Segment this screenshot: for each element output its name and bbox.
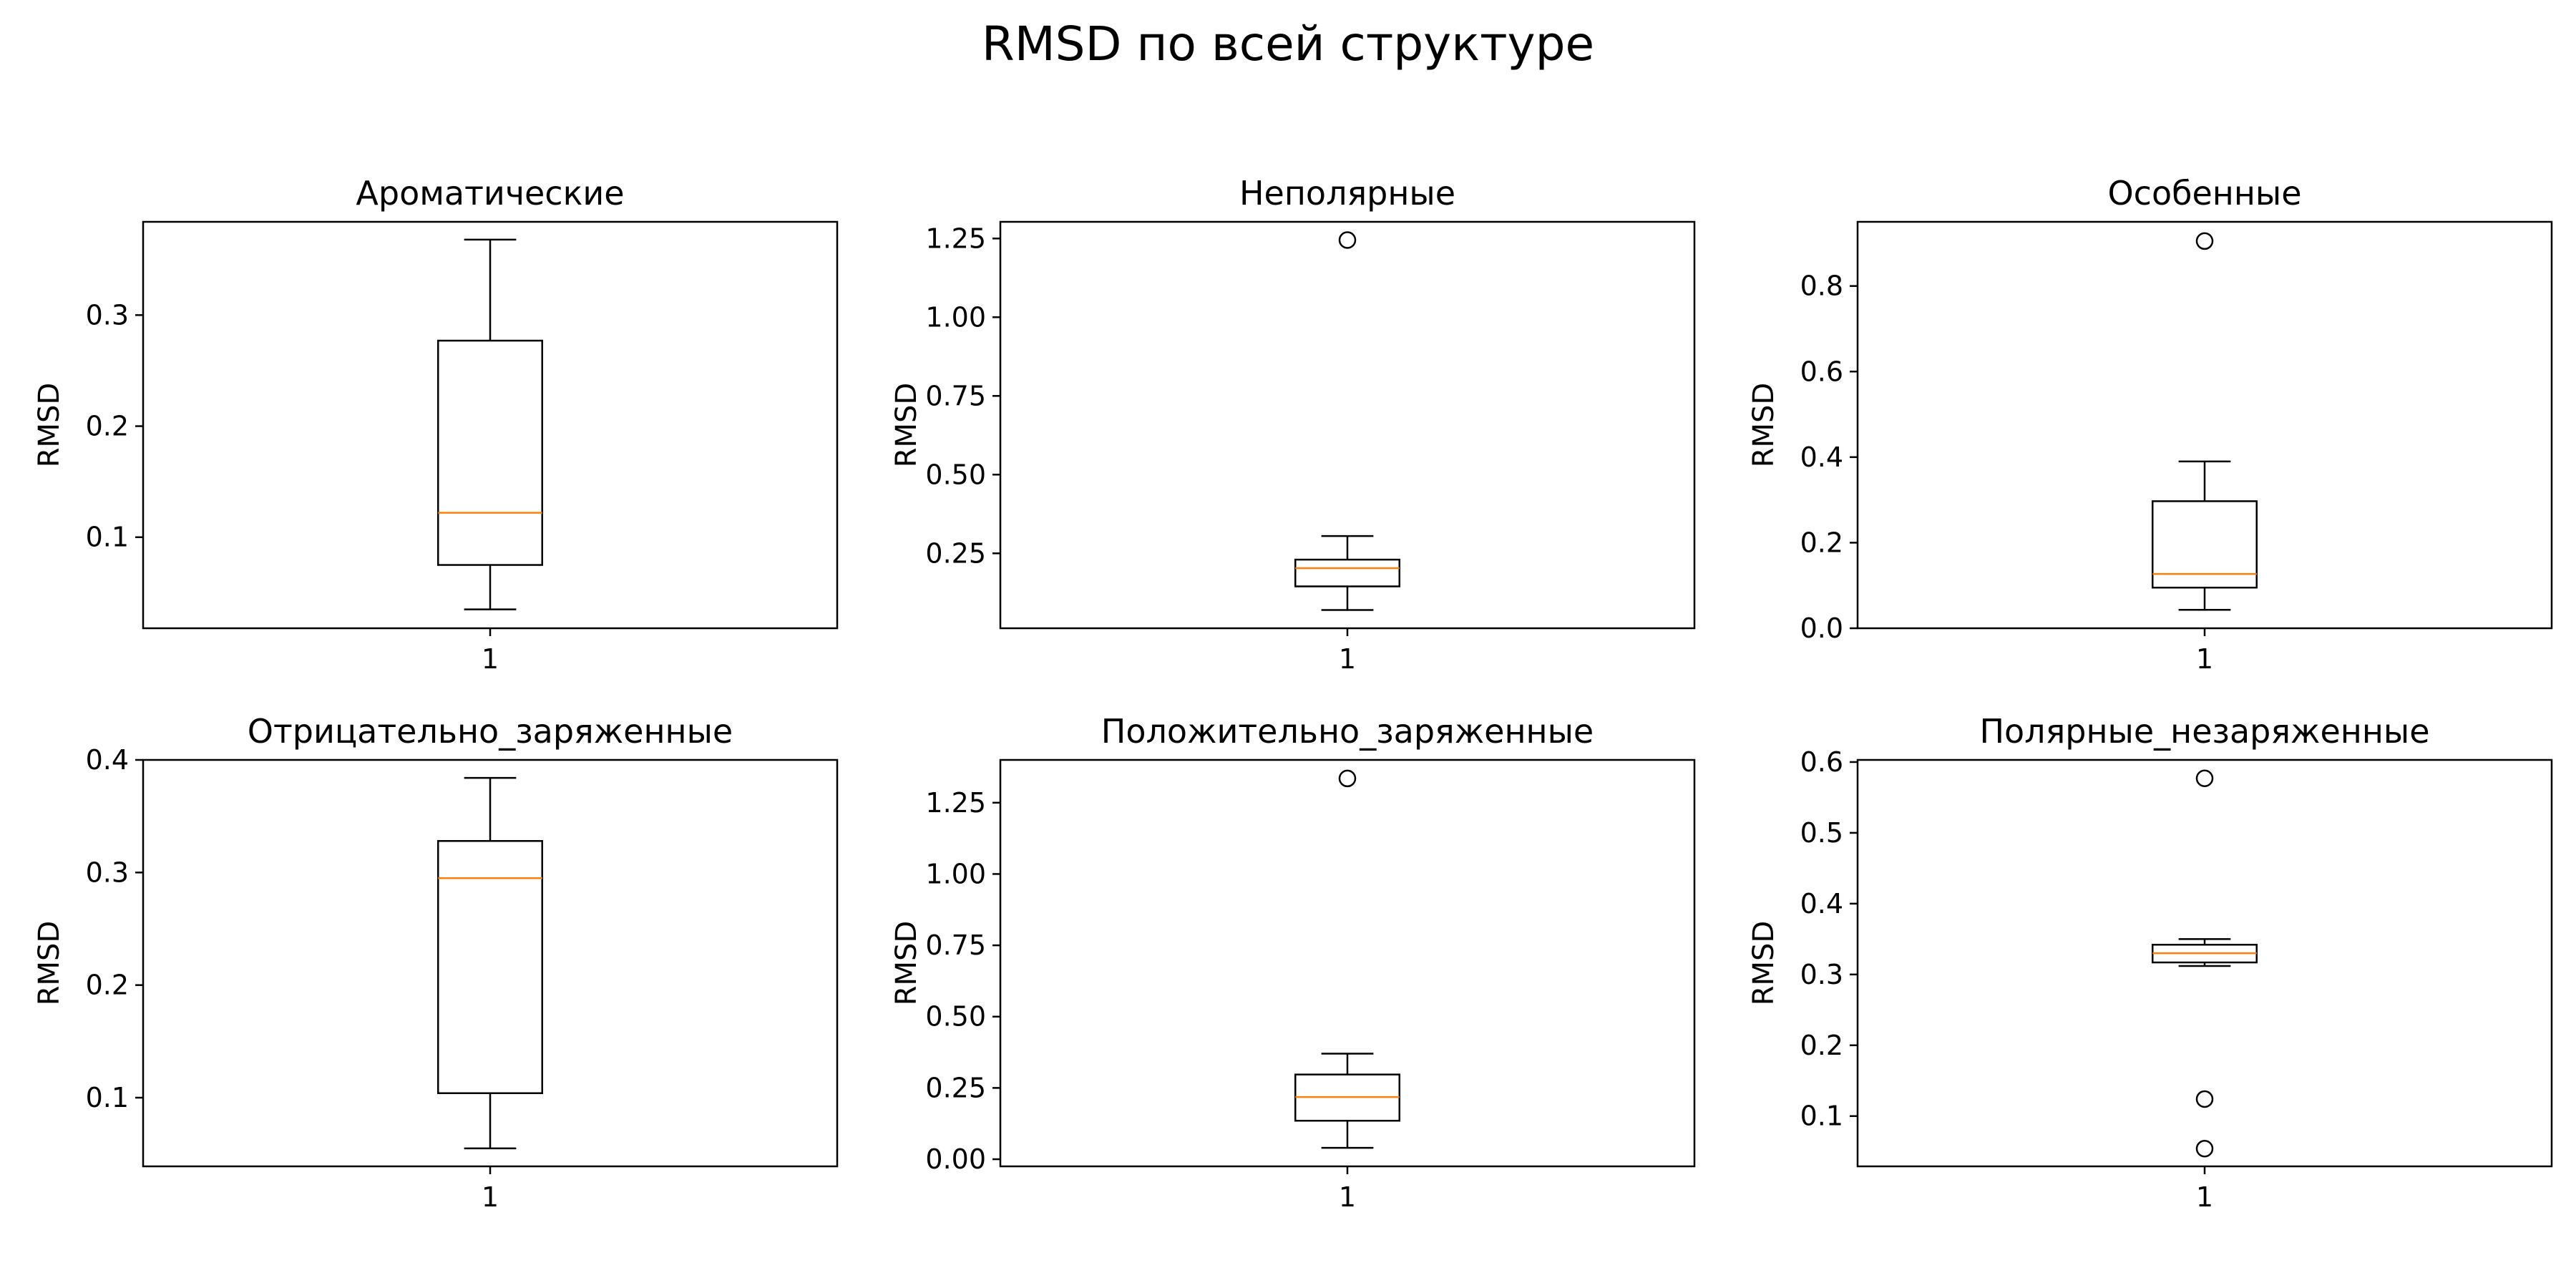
subplot-title: Особенные	[2107, 174, 2301, 213]
outlier-point	[1338, 231, 1357, 249]
y-tick-label: 1.25	[925, 223, 986, 254]
iqr-box	[437, 339, 543, 566]
subplot-title: Полярные_незаряженные	[1979, 712, 2429, 751]
y-axis-label: RMSD	[1747, 383, 1780, 468]
y-tick-label: 0.00	[925, 1143, 986, 1175]
y-tick-label: 0.4	[86, 744, 129, 776]
subplot-6: Полярные_незаряженные RMSD 0.1 0.2 0.3 0.4 0.5…	[1747, 712, 2553, 1213]
outlier-point	[2195, 1090, 2214, 1108]
y-tick-label: 0.1	[1800, 1101, 1843, 1132]
y-tick-label: 1.25	[925, 787, 986, 819]
x-tick-label: 1	[2196, 1181, 2213, 1213]
y-tick-label: 0.3	[86, 299, 129, 331]
x-tick-label: 1	[2196, 643, 2213, 675]
y-tick-label: 0.3	[1800, 959, 1843, 990]
subplot-1: Ароматические RMSD 0.1 0.2 0.3 1	[33, 174, 839, 675]
y-tick-label: 0.2	[1800, 527, 1843, 558]
outlier-point	[2195, 769, 2214, 787]
y-tick-label: 0.0	[1800, 613, 1843, 644]
subplot-5: Положительно_заряженные RMSD 0.00 0.25 0.50 0…	[890, 712, 1696, 1213]
y-tick-label: 0.6	[1800, 746, 1843, 778]
subplot-3: Особенные RMSD 0.0 0.2 0.4 0.6 0.8 1	[1747, 174, 2553, 675]
x-tick-label: 1	[1339, 643, 1356, 675]
subplot-title: Неполярные	[1239, 174, 1455, 213]
y-tick-label: 1.00	[925, 301, 986, 333]
y-tick-label: 0.50	[925, 459, 986, 490]
y-axis-label: RMSD	[33, 921, 66, 1006]
x-tick-label: 1	[482, 1181, 499, 1213]
x-tick-label: 1	[1339, 1181, 1356, 1213]
y-tick-label: 0.4	[1800, 888, 1843, 919]
subplot-title: Отрицательно_заряженные	[248, 712, 733, 751]
outlier-point	[2195, 232, 2214, 250]
subplots: Ароматические RMSD 0.1 0.2 0.3 1 Неполярные RMS…	[33, 174, 2553, 1213]
subplot-2: Неполярные RMSD 0.25 0.50 0.75 1.00 1.25 1	[890, 174, 1696, 675]
y-tick-label: 0.1	[86, 522, 129, 553]
outlier-point	[2195, 1140, 2214, 1158]
y-tick-label: 0.25	[925, 1072, 986, 1103]
figure-title: RMSD по всей структуре	[982, 16, 1594, 72]
y-tick-label: 0.75	[925, 380, 986, 411]
iqr-box	[437, 840, 543, 1094]
y-tick-label: 0.4	[1800, 441, 1843, 473]
y-axis-label: RMSD	[1747, 921, 1780, 1006]
y-tick-label: 0.2	[86, 411, 129, 442]
subplot-title: Ароматические	[356, 174, 624, 213]
y-tick-label: 0.3	[86, 857, 129, 888]
subplot-title: Положительно_заряженные	[1101, 712, 1594, 751]
y-tick-label: 0.2	[1800, 1030, 1843, 1061]
y-axis-label: RMSD	[890, 383, 923, 468]
y-tick-label: 0.1	[86, 1082, 129, 1113]
y-tick-label: 0.50	[925, 1001, 986, 1033]
y-tick-label: 0.5	[1800, 817, 1843, 849]
y-tick-label: 0.2	[86, 970, 129, 1001]
y-tick-label: 0.6	[1800, 356, 1843, 387]
y-axis-label: RMSD	[33, 383, 66, 468]
subplot-4: Отрицательно_заряженные RMSD 0.1 0.2 0.3 0.4 1	[33, 712, 839, 1213]
y-tick-label: 0.25	[925, 537, 986, 569]
y-tick-label: 0.8	[1800, 270, 1843, 302]
y-tick-label: 1.00	[925, 858, 986, 889]
y-tick-label: 0.75	[925, 930, 986, 961]
x-tick-label: 1	[482, 643, 499, 675]
iqr-box	[2152, 500, 2258, 589]
outlier-point	[1338, 769, 1357, 788]
iqr-box	[1294, 558, 1400, 587]
y-axis-label: RMSD	[890, 921, 923, 1006]
